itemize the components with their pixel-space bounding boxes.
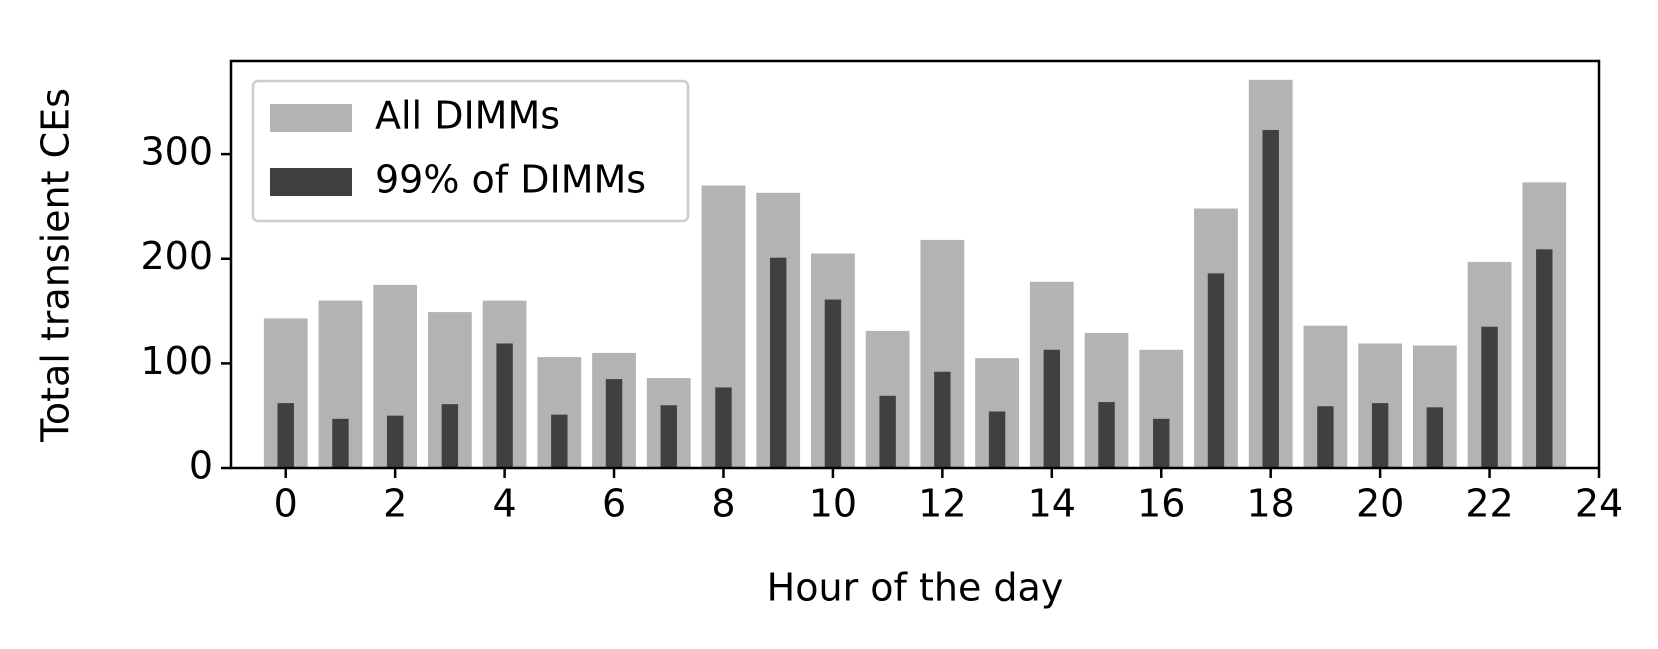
legend-label: 99% of DIMMs [375,158,646,202]
bar [551,414,568,468]
x-tick-label: 18 [1247,482,1295,526]
bar [769,257,787,468]
x-axis-label: Hour of the day [767,566,1064,610]
y-tick-label: 100 [140,339,213,383]
bar [660,405,677,468]
bar [1536,249,1553,468]
x-tick-label: 6 [602,482,626,526]
bar [824,299,842,468]
bar [386,415,404,468]
bar [1317,406,1334,468]
bar [1481,326,1498,468]
y-tick-label: 0 [189,444,213,488]
bar [1426,407,1444,468]
x-tick-label: 20 [1356,482,1404,526]
plot-frame [229,59,1601,470]
bar [441,404,459,468]
x-tick-label: 0 [274,482,298,526]
bar [988,411,1006,468]
bar [1371,403,1389,468]
x-tick-label: 10 [809,482,857,526]
bar [715,387,732,468]
y-tick-label: 300 [140,130,213,174]
x-tick-label: 2 [383,482,407,526]
legend-swatch [270,168,352,196]
bar [496,343,513,468]
bar [1098,402,1115,468]
x-tick-label: 16 [1137,482,1185,526]
x-tick-label: 4 [493,482,517,526]
x-tick-label: 12 [918,482,966,526]
bar [934,371,951,468]
bar [1262,130,1279,468]
x-tick-label: 24 [1575,482,1623,526]
x-tick-label: 14 [1028,482,1076,526]
y-axis-label: Total transient CEs [34,88,78,443]
x-tick-label: 22 [1465,482,1513,526]
bar [277,403,294,468]
bar [332,418,349,468]
x-tick-label: 8 [711,482,735,526]
bar [1207,273,1225,468]
y-tick-label: 200 [140,234,213,278]
bar [605,379,623,468]
bar [1043,349,1061,468]
legend-label: All DIMMs [375,94,560,138]
bar [879,395,896,468]
bar [1153,418,1170,468]
legend-box [251,79,690,223]
legend-swatch [270,104,352,132]
